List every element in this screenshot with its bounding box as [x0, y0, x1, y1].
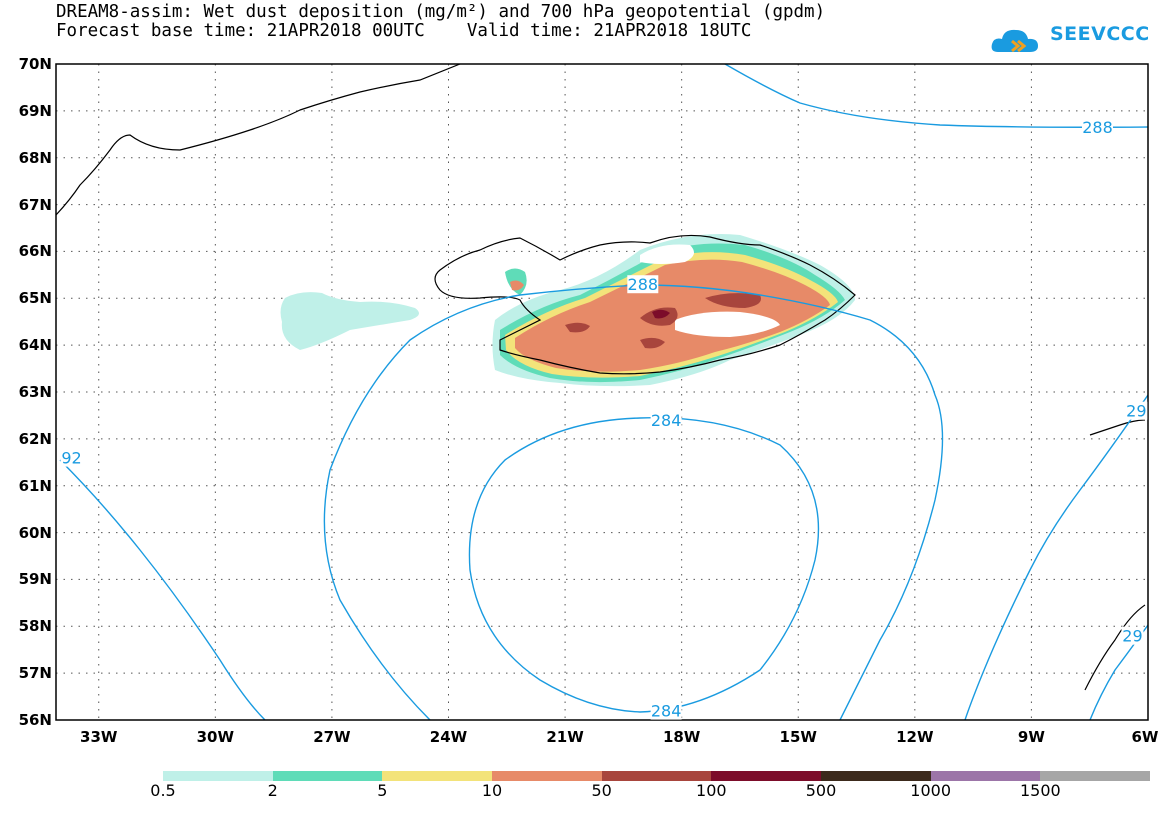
colorbar-swatch [163, 771, 273, 781]
dust-white-hole-north [640, 244, 694, 264]
colorbar-swatch [1040, 771, 1151, 781]
colorbar [163, 771, 1151, 781]
colorbar-label: 1500 [1019, 781, 1061, 800]
map-frame [55, 63, 1149, 721]
longitude-label: 30W [196, 728, 235, 746]
colorbar-label: 10 [481, 781, 503, 800]
colorbar-swatch [601, 771, 712, 781]
latitude-label: 57N [18, 664, 52, 683]
dust-white-hole [675, 311, 780, 337]
logo-text: SEEVCCC [1050, 23, 1150, 45]
colorbar-label: 0.5 [150, 781, 176, 800]
coastlines [56, 64, 1146, 691]
latitude-label: 62N [18, 429, 52, 448]
latitude-label: 66N [18, 242, 52, 261]
colorbar-swatch [382, 771, 493, 781]
dust-brown-4 [565, 322, 590, 333]
faroe-coast [1089, 419, 1146, 436]
colorbar-swatch [492, 771, 602, 781]
contour-288-loop [323, 284, 944, 720]
colorbar-label: 50 [591, 781, 612, 800]
svg-text:29: 29 [1126, 402, 1146, 421]
latitude-label: 61N [18, 476, 52, 495]
dust-west-patch [280, 292, 419, 350]
colorbar-label: 100 [696, 781, 727, 800]
latitude-label: 56N [18, 711, 52, 729]
longitude-label: 33W [80, 728, 118, 746]
contour-292-west [59, 459, 266, 720]
longitude-label: 15W [779, 728, 817, 746]
map-subtitle: Forecast base time: 21APR2018 00UTC Vali… [56, 21, 752, 41]
latitude-label: 60N [18, 523, 52, 542]
map-title: DREAM8-assim: Wet dust deposition (mg/m²… [56, 2, 826, 22]
latitude-label: 67N [18, 195, 52, 214]
longitude-label: 18W [662, 728, 701, 746]
contour-label: 288 [627, 275, 659, 294]
longitude-label: 12W [896, 728, 934, 746]
longitude-label: 24W [429, 728, 468, 746]
colorbar-label: 2 [267, 781, 278, 800]
svg-text:288: 288 [1082, 118, 1113, 137]
colorbar-swatch [821, 771, 931, 781]
svg-text:284: 284 [651, 411, 682, 430]
latitude-label: 65N [18, 289, 52, 308]
latitude-label: 58N [18, 617, 52, 636]
contour-label: 29 [1121, 626, 1144, 646]
latitude-label: 68N [18, 148, 52, 167]
latitude-label: 63N [18, 383, 52, 401]
contour-labels: 288 288 284 284 92 29 29 [60, 117, 1148, 721]
scotland-coast [1084, 604, 1146, 691]
colorbar-label: 500 [805, 781, 837, 800]
longitude-label: 9W [1017, 728, 1045, 746]
dust-deposition-field [280, 234, 855, 387]
svg-text:92: 92 [61, 449, 81, 468]
contour-284 [468, 417, 820, 713]
colorbar-swatch [930, 771, 1041, 781]
greenland-coast [56, 64, 461, 216]
longitude-label: 27W [313, 728, 351, 746]
colorbar-label: 1000 [910, 781, 952, 800]
contour-label: 92 [60, 448, 83, 468]
cloud-icon [991, 29, 1038, 53]
colorbar-swatch [711, 771, 822, 781]
longitude-label: 21W [546, 728, 584, 746]
latitude-label: 70N [18, 55, 52, 73]
contour-label: 29 [1125, 401, 1148, 421]
dust-northwest-orange [510, 280, 524, 291]
latitude-label: 64N [18, 336, 52, 355]
latitude-label: 69N [18, 101, 52, 120]
latitude-label: 59N [18, 570, 52, 589]
colorbar-swatch [272, 771, 383, 781]
dust-brown-3 [640, 337, 665, 349]
contour-292-east-1 [964, 394, 1148, 720]
contour-288-north [724, 64, 1148, 128]
map-gridlines [56, 63, 1149, 721]
dust-brown-2 [705, 293, 761, 308]
longitude-label: 6W [1131, 728, 1159, 746]
contour-label: 284 [650, 411, 682, 430]
svg-text:29: 29 [1122, 627, 1142, 646]
dust-darkred-1 [652, 309, 670, 319]
iceland-coast [434, 234, 856, 375]
svg-text:288: 288 [628, 275, 659, 294]
colorbar-label: 5 [377, 781, 388, 800]
svg-text:284: 284 [651, 702, 682, 721]
geopotential-contours [59, 64, 1148, 720]
contour-label: 288 [1081, 117, 1113, 137]
contour-label: 284 [650, 701, 682, 721]
